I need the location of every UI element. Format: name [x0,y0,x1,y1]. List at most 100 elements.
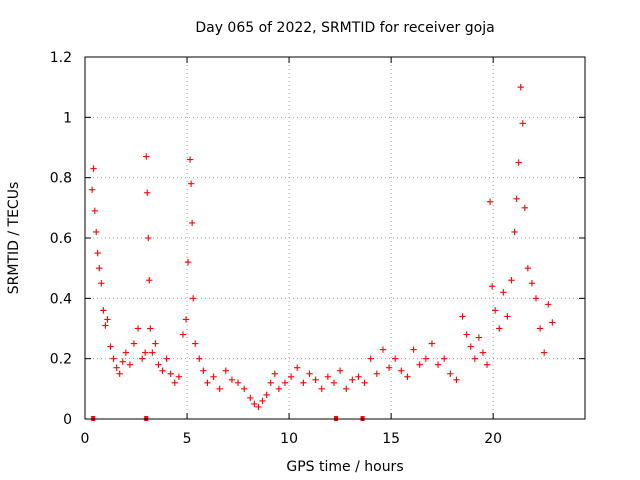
data-point [467,343,474,350]
data-point [318,385,325,393]
data-point [373,370,381,377]
data-point [184,258,192,266]
data-point [247,394,254,402]
data-point [488,283,496,290]
data-point [204,379,211,386]
data-point [255,403,262,411]
data-point [93,228,100,236]
data-point [91,207,98,215]
data-point [100,307,107,314]
data-point [536,325,544,332]
data-point [355,373,362,380]
data-point [343,385,350,393]
data-point [275,385,283,393]
data-point [349,376,356,383]
data-point [188,219,196,227]
data-point [336,367,344,374]
data-point [210,373,217,380]
data-point [175,373,183,380]
data-point [155,361,162,368]
y-tick-label: 0.6 [50,231,72,247]
data-point [410,346,417,353]
data-point [483,361,491,368]
data-point [486,198,494,205]
data-point [306,370,313,377]
data-point [143,153,150,160]
data-point [496,325,503,332]
x-axis-label: GPS time / hours [286,459,403,475]
data-point [144,189,151,196]
data-point [267,379,274,386]
data-point [511,228,518,236]
data-point [216,385,223,393]
data-point [504,313,511,320]
data-point [142,349,149,356]
data-point [187,180,195,187]
data-point [192,340,199,347]
data-point [147,325,154,332]
data-point [453,376,460,383]
data-point [159,367,166,374]
data-point [196,355,203,362]
data-point [519,120,526,127]
data-point [324,373,332,380]
data-point [392,355,399,362]
data-point [138,355,146,362]
data-point [200,367,207,374]
data-point [517,83,524,91]
data-point [90,165,97,172]
data-point [300,379,307,386]
data-point [259,397,266,405]
data-point [98,280,105,287]
points-layer [88,83,556,421]
data-point [367,355,374,362]
data-point [459,313,466,320]
y-tick-label: 1 [63,110,72,126]
data-point [107,343,114,350]
data-point [171,379,178,386]
data-point [88,186,96,193]
data-point [110,355,117,362]
data-point [146,277,153,284]
data-point [179,331,187,338]
data-point [271,370,278,377]
chart-title: Day 065 of 2022, SRMTID for receiver goj… [195,20,494,36]
data-point [475,334,483,341]
data-point [234,379,242,386]
y-axis-label: SRMTID / TECUs [6,182,22,295]
x-tick-label: 15 [382,431,400,447]
data-point [515,159,522,166]
data-point [540,349,548,356]
data-point [240,385,248,393]
data-point [130,340,138,347]
data-point [312,376,319,383]
data-point [434,361,442,368]
data-point [428,340,436,347]
data-point [119,358,126,365]
data-point [189,295,197,302]
data-point [500,289,507,296]
data-point [182,316,190,323]
data-point [447,370,454,377]
data-point [294,364,301,371]
data-point [149,349,156,356]
x-tick-label: 5 [183,431,192,447]
data-point [116,370,123,377]
y-tick-label: 1.2 [50,50,72,66]
data-point [126,361,134,368]
y-tick-label: 0 [63,412,72,428]
data-point [102,322,109,329]
ticks-layer: 0 5 10 15 20 0 0.2 0.4 0.6 0.8 1 1.2 [50,50,585,447]
x-tick-label: 10 [280,431,298,447]
data-point [167,370,174,377]
grid-layer [85,57,585,419]
data-point [228,376,236,383]
data-point [404,373,411,380]
data-point [492,307,499,314]
data-point [524,264,532,272]
data-point [528,280,536,287]
data-point [104,316,111,323]
data-point [222,367,230,374]
